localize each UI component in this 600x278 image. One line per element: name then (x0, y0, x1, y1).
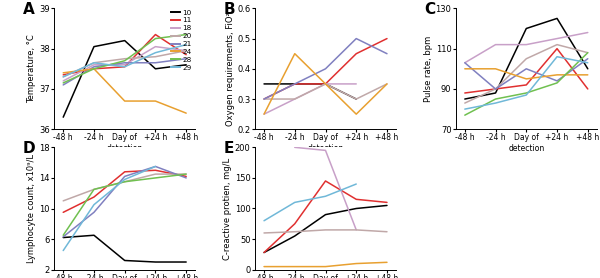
Text: D: D (23, 141, 35, 156)
Text: A: A (23, 2, 35, 17)
Y-axis label: Temperature, °C: Temperature, °C (28, 34, 37, 103)
Y-axis label: Oxygen requirements, FiO²: Oxygen requirements, FiO² (226, 12, 235, 126)
Y-axis label: C-reactive protien, mg/L: C-reactive protien, mg/L (223, 157, 232, 260)
Y-axis label: Lymphocyte count, x10⁹/L: Lymphocyte count, x10⁹/L (28, 154, 37, 263)
Text: C: C (424, 2, 436, 17)
Text: B: B (224, 2, 235, 17)
Legend: 10, 11, 18, 20, 21, 24, 28, 29: 10, 11, 18, 20, 21, 24, 28, 29 (171, 9, 192, 71)
Y-axis label: Pulse rate, bpm: Pulse rate, bpm (424, 36, 433, 102)
Text: E: E (224, 141, 234, 156)
